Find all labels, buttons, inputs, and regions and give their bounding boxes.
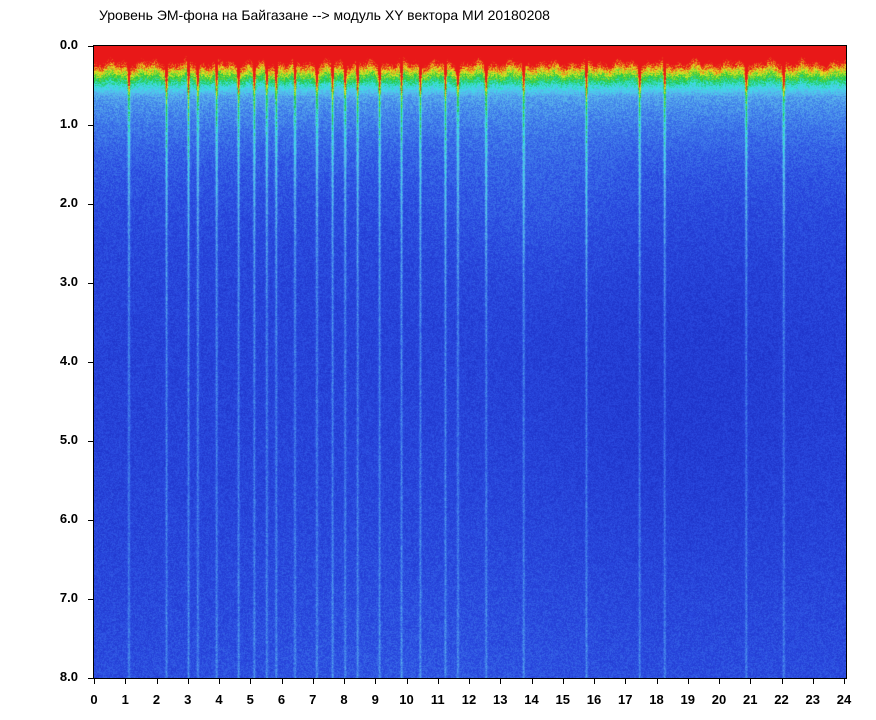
y-tick-label: 0.0	[59, 37, 78, 52]
x-tick-mark	[750, 679, 751, 684]
y-tick-mark	[88, 678, 93, 679]
x-tick-mark	[782, 679, 783, 684]
y-tick-mark	[88, 125, 93, 126]
x-tick-label: 13	[493, 692, 508, 707]
spectrogram-heatmap	[94, 46, 846, 678]
y-tick-mark	[88, 204, 93, 205]
x-tick-mark	[688, 679, 689, 684]
y-tick-mark	[88, 520, 93, 521]
x-tick-mark	[500, 679, 501, 684]
x-tick-label: 22	[774, 692, 789, 707]
y-tick-mark	[88, 46, 93, 47]
x-tick-label: 10	[399, 692, 414, 707]
x-tick-mark	[375, 679, 376, 684]
x-tick-mark	[625, 679, 626, 684]
x-tick-label: 11	[430, 692, 445, 707]
x-tick-mark	[219, 679, 220, 684]
x-tick-label: 14	[524, 692, 539, 707]
y-tick-mark	[88, 283, 93, 284]
x-tick-label: 3	[184, 692, 192, 707]
x-tick-label: 0	[90, 692, 98, 707]
x-tick-label: 5	[246, 692, 254, 707]
x-tick-mark	[563, 679, 564, 684]
x-tick-label: 20	[711, 692, 727, 707]
spectrogram-plot-area	[93, 45, 847, 679]
x-tick-mark	[469, 679, 470, 684]
y-tick-mark	[88, 362, 93, 363]
x-tick-label: 17	[618, 692, 633, 707]
x-tick-mark	[438, 679, 439, 684]
x-tick-mark	[844, 679, 845, 684]
x-tick-label: 9	[371, 692, 379, 707]
x-tick-mark	[813, 679, 814, 684]
x-tick-mark	[94, 679, 95, 684]
x-tick-mark	[157, 679, 158, 684]
x-tick-label: 1	[121, 692, 129, 707]
x-tick-mark	[344, 679, 345, 684]
x-tick-label: 7	[309, 692, 317, 707]
x-tick-label: 18	[649, 692, 664, 707]
x-tick-mark	[282, 679, 283, 684]
x-tick-mark	[407, 679, 408, 684]
x-tick-label: 24	[836, 692, 852, 707]
x-tick-label: 8	[340, 692, 348, 707]
y-tick-label: 3.0	[59, 274, 78, 289]
x-tick-mark	[532, 679, 533, 684]
y-tick-label: 2.0	[59, 195, 78, 210]
x-tick-label: 2	[152, 692, 161, 707]
chart-title: Уровень ЭМ-фона на Байгазане --> модуль …	[99, 7, 550, 23]
x-tick-label: 12	[461, 692, 477, 707]
y-tick-label: 7.0	[59, 590, 78, 605]
y-tick-label: 5.0	[59, 432, 78, 447]
x-tick-mark	[594, 679, 595, 684]
y-tick-mark	[88, 441, 93, 442]
y-tick-label: 6.0	[59, 511, 78, 526]
x-tick-mark	[188, 679, 189, 684]
x-tick-mark	[125, 679, 126, 684]
x-tick-label: 4	[215, 692, 223, 707]
x-tick-mark	[313, 679, 314, 684]
x-tick-label: 15	[555, 692, 570, 707]
y-tick-label: 4.0	[59, 353, 78, 368]
y-tick-label: 1.0	[59, 116, 78, 131]
x-tick-mark	[250, 679, 251, 684]
x-tick-label: 16	[586, 692, 602, 707]
x-tick-label: 21	[743, 692, 758, 707]
x-tick-mark	[657, 679, 658, 684]
x-tick-label: 6	[277, 692, 286, 707]
x-tick-label: 19	[680, 692, 695, 707]
x-tick-mark	[719, 679, 720, 684]
y-tick-mark	[88, 599, 93, 600]
x-tick-label: 23	[805, 692, 820, 707]
y-tick-label: 8.0	[59, 669, 78, 684]
